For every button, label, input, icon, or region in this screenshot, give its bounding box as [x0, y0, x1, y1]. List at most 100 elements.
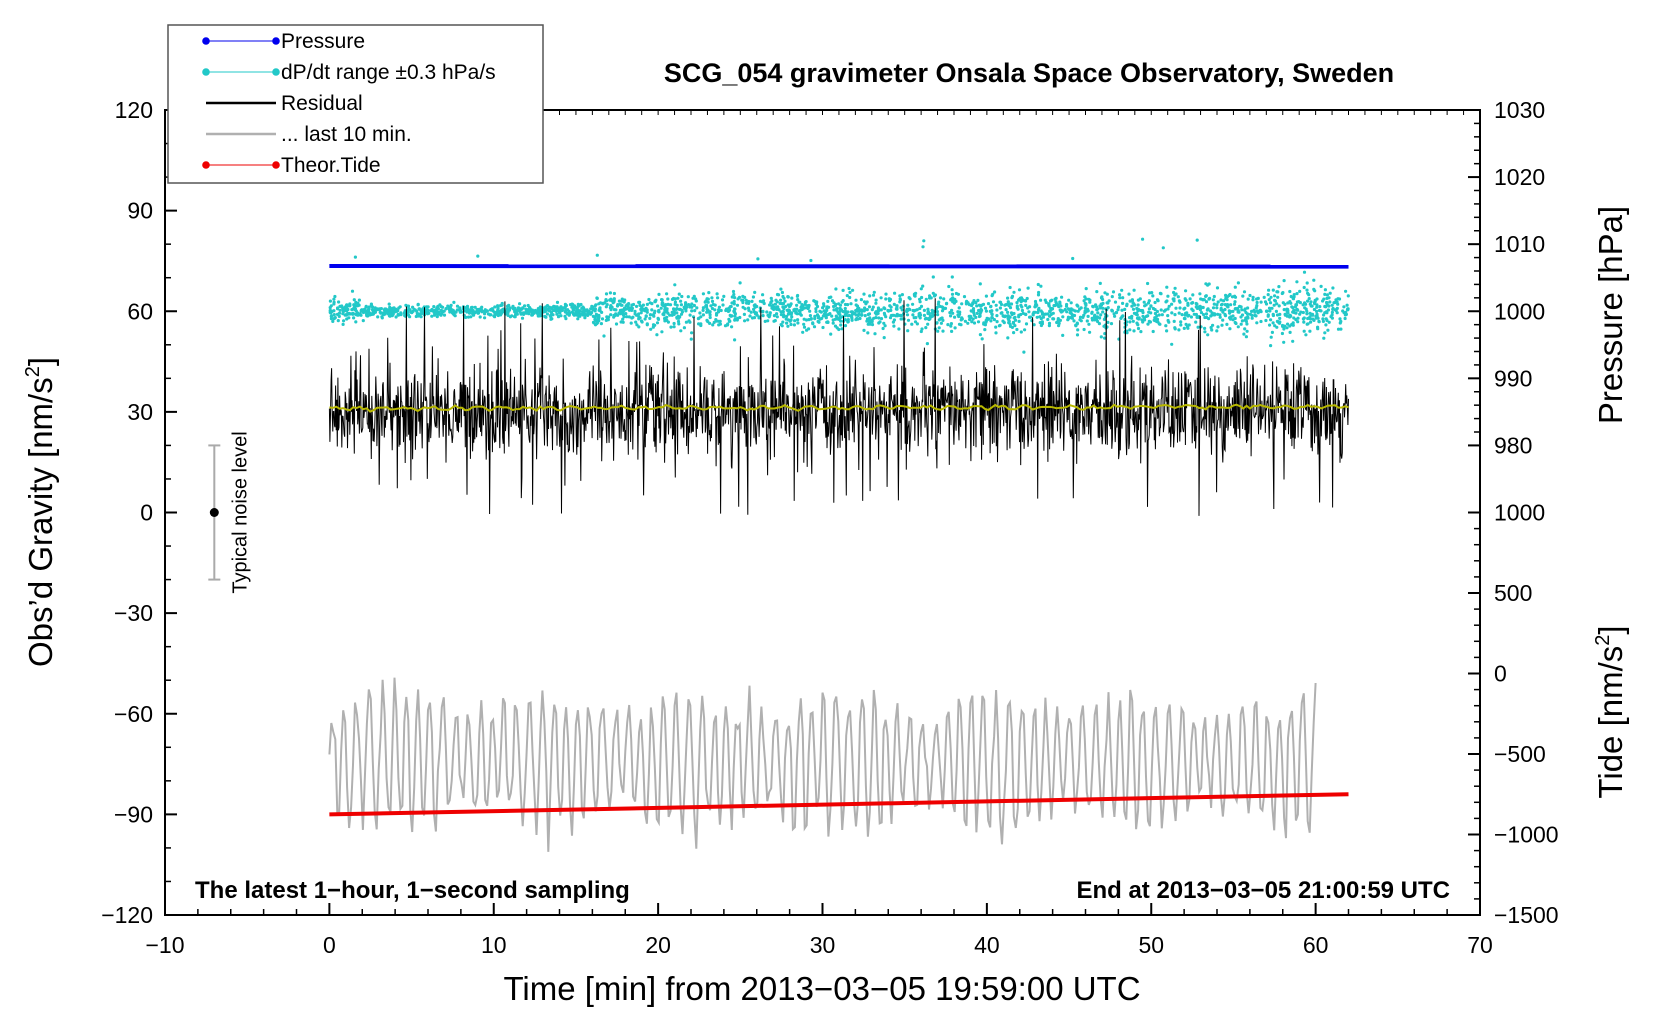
- dpdt-point: [1194, 320, 1198, 324]
- dpdt-point: [656, 317, 661, 321]
- dpdt-point: [593, 304, 597, 308]
- dpdt-point: [1113, 300, 1118, 304]
- dpdt-point: [1269, 344, 1273, 348]
- dpdt-point: [781, 305, 785, 309]
- dpdt-point: [1082, 327, 1086, 332]
- dpdt-point: [356, 301, 360, 305]
- dpdt-point: [651, 325, 655, 329]
- dpdt-point: [1087, 322, 1091, 326]
- dpdt-point: [470, 305, 474, 309]
- dpdt-point: [910, 322, 914, 326]
- dpdt-point: [333, 294, 337, 299]
- dpdt-point: [387, 311, 392, 315]
- dpdt-point: [576, 317, 580, 321]
- dpdt-point: [1015, 301, 1019, 305]
- dpdt-point: [1039, 323, 1043, 328]
- dpdt-point: [670, 310, 674, 314]
- dpdt-point: [1054, 296, 1058, 300]
- dpdt-point: [600, 317, 605, 321]
- dpdt-point: [919, 304, 924, 308]
- dpdt-point: [647, 297, 651, 302]
- dpdt-point: [811, 322, 815, 326]
- dpdt-point: [1274, 309, 1278, 313]
- dpdt-point: [1321, 317, 1325, 321]
- dpdt-point: [1271, 321, 1275, 325]
- dpdt-point: [378, 310, 382, 314]
- dpdt-point: [1228, 327, 1232, 331]
- dpdt-point: [361, 319, 365, 323]
- dpdt-point: [730, 325, 734, 329]
- dpdt-point: [332, 317, 336, 321]
- dpdt-point: [1302, 320, 1306, 324]
- dpdt-point: [665, 315, 669, 319]
- dpdt-point: [1315, 303, 1319, 307]
- dpdt-point: [1302, 285, 1306, 290]
- dpdt-point: [1233, 285, 1237, 289]
- dpdt-point: [915, 322, 920, 326]
- dpdt-point: [1295, 300, 1299, 304]
- dpdt-point: [1094, 317, 1099, 321]
- dpdt-point: [1055, 303, 1059, 307]
- dpdt-point: [1166, 307, 1170, 311]
- dpdt-point: [1085, 319, 1089, 323]
- dpdt-point: [673, 297, 677, 301]
- dpdt-point: [1159, 292, 1163, 296]
- dpdt-point: [545, 312, 550, 316]
- dpdt-point: [921, 284, 925, 288]
- dpdt-point: [528, 308, 533, 312]
- dpdt-point: [1262, 295, 1266, 299]
- dpdt-point: [1271, 288, 1275, 292]
- dpdt-point: [848, 295, 852, 300]
- dpdt-point: [804, 300, 808, 304]
- dpdt-point: [1195, 302, 1199, 306]
- dpdt-point: [1285, 326, 1289, 330]
- dpdt-point: [1270, 330, 1274, 334]
- dpdt-point: [679, 299, 683, 303]
- legend-label: Residual: [281, 92, 363, 115]
- dpdt-point: [1259, 319, 1263, 324]
- dpdt-point: [1257, 309, 1261, 313]
- dpdt-point: [618, 308, 623, 312]
- dpdt-point: [1006, 336, 1010, 340]
- dpdt-point: [900, 317, 905, 321]
- noise-label: Typical noise level: [229, 431, 251, 593]
- dpdt-point: [1337, 297, 1342, 301]
- dpdt-point: [1028, 315, 1032, 319]
- dpdt-point: [787, 309, 792, 313]
- dpdt-point: [1291, 339, 1295, 343]
- dpdt-point: [1084, 297, 1088, 301]
- dpdt-point: [812, 299, 816, 303]
- dpdt-point: [978, 333, 983, 337]
- dpdt-point: [781, 302, 786, 306]
- dpdt-point: [1109, 322, 1114, 326]
- dpdt-point: [1198, 292, 1202, 296]
- dpdt-point: [728, 313, 732, 317]
- tide-axis-title-sup: 2: [1592, 635, 1614, 646]
- legend-label: Pressure: [281, 30, 365, 53]
- dpdt-point: [957, 306, 961, 310]
- dpdt-point: [1220, 323, 1224, 327]
- dpdt-point: [927, 316, 932, 320]
- dpdt-point: [1173, 286, 1177, 290]
- dpdt-point: [1170, 342, 1174, 346]
- dpdt-point: [1161, 246, 1165, 250]
- dpdt-point: [1057, 324, 1061, 328]
- dpdt-point: [832, 304, 836, 309]
- dpdt-point: [841, 299, 845, 303]
- dpdt-point: [1229, 303, 1233, 307]
- dpdt-point: [1327, 304, 1331, 308]
- dpdt-point: [862, 300, 867, 304]
- dpdt-point: [1078, 315, 1083, 319]
- dpdt-point: [1323, 288, 1327, 292]
- dpdt-point: [928, 314, 932, 318]
- dpdt-point: [874, 298, 878, 302]
- dpdt-point: [966, 321, 970, 325]
- dpdt-point: [926, 311, 930, 316]
- dpdt-point: [1023, 328, 1027, 332]
- dpdt-point: [677, 307, 682, 311]
- dpdt-point: [1164, 324, 1168, 328]
- dpdt-point: [1164, 300, 1168, 304]
- dpdt-point: [336, 319, 340, 323]
- dpdt-point: [913, 320, 918, 324]
- dpdt-point: [784, 317, 788, 321]
